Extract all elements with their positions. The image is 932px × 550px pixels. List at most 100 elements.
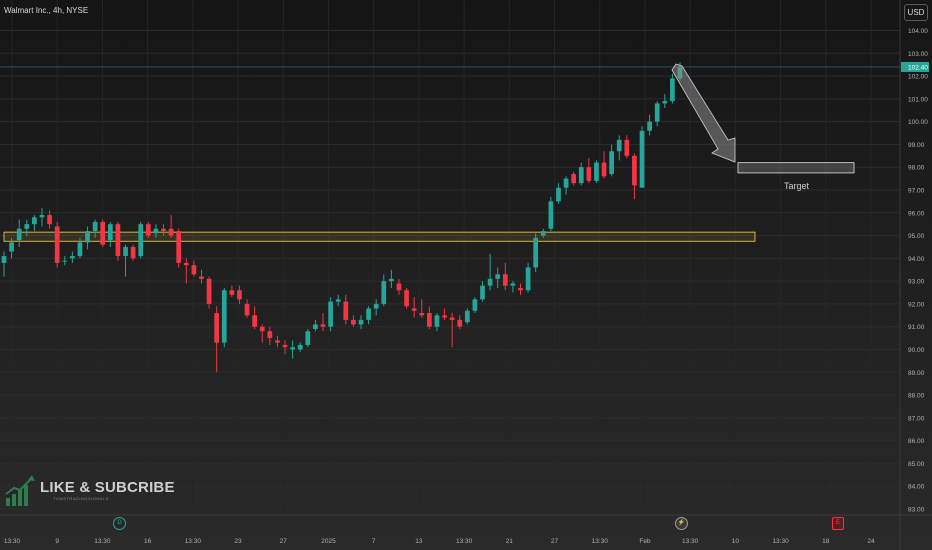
candle[interactable]: [77, 237, 83, 259]
candle[interactable]: [305, 328, 311, 348]
candle[interactable]: [396, 278, 402, 295]
candle[interactable]: [616, 135, 622, 161]
candle[interactable]: [221, 287, 227, 348]
candle[interactable]: [168, 215, 174, 238]
candle[interactable]: [563, 176, 569, 195]
candle[interactable]: [472, 297, 478, 314]
candle[interactable]: [404, 287, 409, 309]
candle[interactable]: [267, 326, 273, 345]
candle[interactable]: [571, 171, 577, 186]
candle[interactable]: [290, 340, 295, 359]
candle[interactable]: [662, 94, 668, 108]
candle[interactable]: [335, 294, 341, 307]
candle[interactable]: [320, 313, 326, 332]
candle[interactable]: [130, 244, 136, 261]
candle[interactable]: [282, 340, 288, 355]
candle[interactable]: [624, 135, 630, 159]
candle[interactable]: [100, 219, 106, 247]
candle[interactable]: [115, 221, 121, 261]
dividend-icon[interactable]: D: [113, 517, 126, 530]
candle-body: [449, 317, 455, 320]
candle[interactable]: [1, 251, 7, 277]
candle[interactable]: [343, 294, 349, 325]
candle[interactable]: [85, 226, 90, 250]
candle[interactable]: [480, 281, 485, 302]
candle[interactable]: [54, 221, 60, 268]
candle[interactable]: [153, 224, 159, 238]
candle[interactable]: [214, 306, 220, 373]
candle[interactable]: [62, 256, 68, 266]
candle[interactable]: [123, 244, 128, 277]
support-resistance-zone[interactable]: [3, 231, 756, 242]
candle[interactable]: [601, 151, 607, 179]
candle[interactable]: [176, 228, 182, 268]
candle[interactable]: [434, 313, 440, 332]
price-axis[interactable]: 104.00 103.00 102.00 101.00 100.00 99.00 98.00…: [899, 0, 929, 550]
candle[interactable]: [328, 297, 333, 332]
candle[interactable]: [252, 306, 258, 329]
candle[interactable]: [138, 221, 144, 259]
candle[interactable]: [229, 285, 235, 298]
candle[interactable]: [442, 308, 447, 320]
candle[interactable]: [161, 224, 166, 236]
candle[interactable]: [206, 276, 212, 309]
candle[interactable]: [313, 319, 318, 332]
candle[interactable]: [199, 269, 204, 284]
candle[interactable]: [594, 160, 599, 184]
candle[interactable]: [16, 219, 22, 247]
candle[interactable]: [464, 308, 470, 325]
candle[interactable]: [389, 269, 394, 288]
candle[interactable]: [145, 221, 151, 238]
price-tick-label: 97.00: [908, 188, 925, 195]
candle[interactable]: [609, 144, 614, 177]
candle[interactable]: [366, 306, 371, 325]
candle[interactable]: [518, 283, 523, 295]
candle[interactable]: [533, 233, 539, 273]
time-axis[interactable]: 13:30 9 13:30 16 13:30 23 27 2025 7 13 13:30 21 27 13…: [0, 514, 932, 545]
candle[interactable]: [449, 313, 455, 348]
currency-button[interactable]: USD: [904, 4, 928, 21]
candle[interactable]: [670, 73, 675, 104]
candle[interactable]: [9, 237, 14, 259]
candle[interactable]: [381, 274, 387, 307]
candle[interactable]: [632, 153, 637, 200]
candle[interactable]: [297, 342, 303, 352]
candle[interactable]: [237, 285, 242, 304]
candle[interactable]: [24, 219, 30, 236]
candle[interactable]: [586, 158, 592, 184]
candle[interactable]: [647, 114, 652, 136]
candle[interactable]: [373, 299, 379, 316]
candle[interactable]: [495, 267, 501, 288]
earnings-icon[interactable]: E: [832, 517, 844, 530]
candle[interactable]: [578, 162, 584, 186]
candle[interactable]: [525, 262, 531, 293]
candle[interactable]: [487, 253, 493, 291]
candle[interactable]: [183, 258, 189, 284]
candle[interactable]: [502, 262, 508, 291]
candle[interactable]: [244, 299, 250, 318]
earnings-bolt-icon[interactable]: ⚡: [675, 517, 688, 530]
candle[interactable]: [419, 299, 425, 318]
target-zone[interactable]: [737, 162, 855, 174]
candle[interactable]: [540, 228, 546, 238]
candle[interactable]: [457, 315, 463, 329]
candle[interactable]: [32, 215, 37, 232]
candle[interactable]: [275, 335, 280, 348]
candle[interactable]: [107, 221, 113, 247]
candle[interactable]: [358, 315, 364, 329]
candle[interactable]: [639, 126, 645, 188]
candle[interactable]: [92, 219, 98, 238]
candle[interactable]: [654, 101, 660, 127]
candle[interactable]: [351, 315, 356, 327]
candle[interactable]: [191, 260, 197, 277]
candle[interactable]: [39, 208, 45, 227]
candle[interactable]: [411, 297, 417, 318]
candle[interactable]: [548, 196, 554, 232]
candle[interactable]: [47, 210, 52, 229]
candle[interactable]: [556, 183, 561, 204]
candle[interactable]: [510, 281, 516, 293]
candle[interactable]: [259, 324, 265, 343]
candle[interactable]: [426, 306, 432, 329]
candle[interactable]: [70, 251, 75, 263]
